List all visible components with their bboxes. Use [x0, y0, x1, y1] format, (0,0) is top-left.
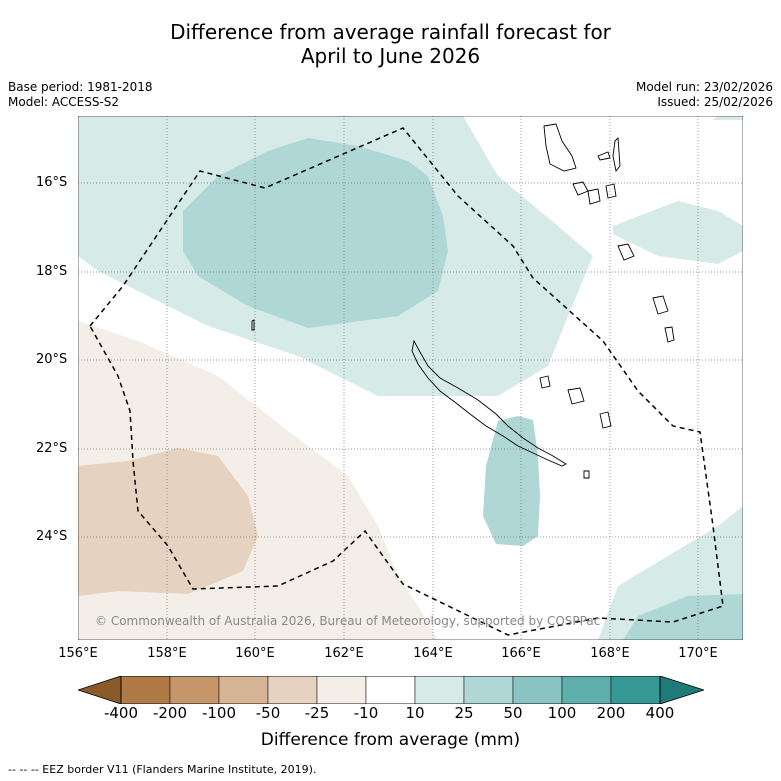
wet-region-northeast: [713, 116, 743, 120]
lon-label: 156°E: [58, 646, 98, 661]
new-caledonia-coast: [411, 339, 567, 467]
title-line-1: Difference from average rainfall forecas…: [170, 20, 611, 44]
colorbar-tick: 10: [405, 704, 425, 722]
lon-label: 164°E: [413, 646, 453, 661]
island-coast-12: [583, 470, 590, 479]
island-coast-1: [597, 151, 611, 161]
island-coast-4: [587, 188, 601, 205]
eez-border: [89, 127, 724, 636]
base-period: Base period: 1981-2018: [8, 80, 153, 94]
lat-label: 20°S: [36, 352, 68, 367]
drier-region-southwest: [78, 448, 258, 596]
colorbar-segment: [218, 676, 269, 704]
meta-right: Model run: 23/02/2026 Issued: 25/02/2026: [636, 80, 773, 110]
lat-label: 16°S: [36, 175, 68, 190]
wet-region-south-new-caledonia: [483, 416, 540, 546]
wetter-region-north: [183, 138, 448, 328]
lat-label: 22°S: [36, 441, 68, 456]
colorbar-tick: 50: [503, 704, 523, 722]
island-coast-2: [612, 136, 621, 173]
island-coast-5: [605, 183, 617, 199]
lon-label: 158°E: [147, 646, 187, 661]
rainfall-map: [78, 116, 743, 640]
colorbar-tick: -400: [103, 704, 139, 722]
meta-left: Base period: 1981-2018 Model: ACCESS-S2: [8, 80, 153, 110]
lon-label: 162°E: [324, 646, 364, 661]
model-run: Model run: 23/02/2026: [635, 80, 773, 94]
colorbar-tick: 25: [454, 704, 474, 722]
map-title: Difference from average rainfall forecas…: [0, 20, 781, 68]
colorbar-segment: [267, 676, 318, 704]
copyright-notice: © Commonwealth of Australia 2026, Bureau…: [95, 614, 601, 628]
colorbar-tick: 100: [547, 704, 577, 722]
colorbar-arrow-high: [659, 676, 704, 704]
espiritu-santo-coast: [543, 123, 577, 172]
model-name: Model: ACCESS-S2: [8, 95, 120, 109]
lat-label: 24°S: [36, 529, 68, 544]
lon-label: 160°E: [235, 646, 275, 661]
colorbar-arrow-low: [78, 676, 122, 704]
colorbar-segment: [365, 676, 416, 704]
colorbar-segments: [78, 676, 704, 704]
colorbar-tick: -100: [201, 704, 237, 722]
colorbar-segment: [561, 676, 612, 704]
wet-region-east: [613, 201, 743, 264]
island-coast-11: [599, 411, 612, 429]
eez-footnote: -- -- -- EEZ border V11 (Flanders Marine…: [8, 763, 317, 776]
coastlines: [251, 123, 675, 479]
issued-date: Issued: 25/02/2026: [657, 95, 773, 109]
colorbar-segment: [463, 676, 514, 704]
lat-label: 18°S: [36, 264, 68, 279]
colorbar-segment: [316, 676, 367, 704]
colorbar: [78, 676, 704, 704]
colorbar-label: Difference from average (mm): [260, 730, 521, 750]
colorbar-frame: [120, 676, 661, 704]
lon-label: 168°E: [590, 646, 630, 661]
wetter-region-southeast: [623, 594, 743, 640]
lon-label: 170°E: [678, 646, 718, 661]
colorbar-tick: -25: [304, 704, 330, 722]
colorbar-tick: -50: [255, 704, 281, 722]
island-coast-9: [539, 375, 551, 389]
colorbar-segment: [512, 676, 563, 704]
colorbar-segment: [120, 676, 171, 704]
lon-label: 166°E: [501, 646, 541, 661]
island-coast-7: [652, 295, 669, 315]
title-line-2: April to June 2026: [300, 44, 481, 68]
island-coast-8: [664, 326, 675, 343]
colorbar-segment: [414, 676, 465, 704]
colorbar-tick: 400: [645, 704, 675, 722]
colorbar-tick: 200: [596, 704, 626, 722]
colorbar-segment: [169, 676, 220, 704]
island-coast-6: [617, 243, 635, 261]
graticule: [78, 116, 743, 640]
island-coast-13: [251, 319, 255, 331]
colorbar-tick: -200: [152, 704, 188, 722]
colorbar-segment: [610, 676, 661, 704]
colorbar-tick: -10: [353, 704, 379, 722]
island-coast-10: [567, 387, 585, 405]
